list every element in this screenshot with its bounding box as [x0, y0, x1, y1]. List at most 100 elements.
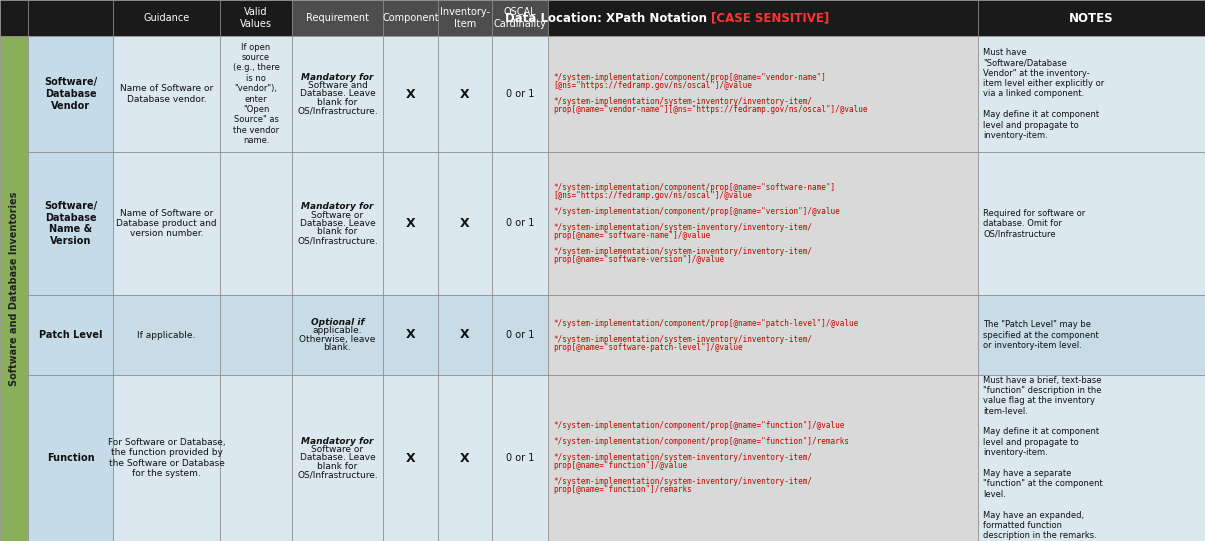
Text: Database. Leave: Database. Leave	[300, 89, 376, 98]
Bar	[978, 295, 1205, 375]
Text: OSCAL
Cardinality: OSCAL Cardinality	[494, 7, 546, 29]
Text: */system-implementation/system-inventory/inventory-item/: */system-implementation/system-inventory…	[553, 453, 812, 463]
Bar	[221, 375, 292, 541]
Text: Function: Function	[47, 453, 94, 463]
Text: */system-implementation/system-inventory/inventory-item/: */system-implementation/system-inventory…	[553, 478, 812, 486]
Bar	[437, 152, 492, 295]
Bar	[292, 295, 383, 375]
Bar	[492, 152, 548, 295]
Text: [@ns="https://fedramp.gov/ns/oscal"]/@value: [@ns="https://fedramp.gov/ns/oscal"]/@va…	[553, 82, 752, 90]
Bar	[292, 375, 383, 541]
Bar	[113, 295, 221, 375]
Bar	[28, 152, 113, 295]
Text: Requirement: Requirement	[306, 13, 369, 23]
Bar	[292, 152, 383, 295]
Text: */system-implementation/component/prop[@name="function"]/remarks: */system-implementation/component/prop[@…	[553, 438, 850, 446]
Bar	[221, 295, 292, 375]
Bar	[113, 0, 221, 36]
Text: Software and: Software and	[307, 81, 368, 90]
Bar	[113, 36, 221, 152]
Bar	[437, 375, 492, 541]
Text: Software and Database Inventories: Software and Database Inventories	[8, 192, 19, 386]
Bar	[978, 0, 1205, 36]
Text: */system-implementation/component/prop[@name="patch-level"]/@value: */system-implementation/component/prop[@…	[553, 319, 858, 327]
Text: */system-implementation/component/prop[@name="version"]/@value: */system-implementation/component/prop[@…	[553, 207, 840, 216]
Text: Optional if: Optional if	[311, 318, 364, 327]
Text: If applicable.: If applicable.	[137, 331, 195, 340]
Bar	[28, 375, 113, 541]
Text: applicable.: applicable.	[312, 326, 363, 335]
Text: */system-implementation/system-inventory/inventory-item/: */system-implementation/system-inventory…	[553, 334, 812, 344]
Text: [@ns="https://fedramp.gov/ns/oscal"]/@value: [@ns="https://fedramp.gov/ns/oscal"]/@va…	[553, 191, 752, 200]
Text: Inventory-
Item: Inventory- Item	[440, 7, 490, 29]
Bar	[548, 295, 978, 375]
Text: Required for software or
database. Omit for
OS/Infrastructure: Required for software or database. Omit …	[983, 209, 1086, 239]
Text: OS/Infrastructure.: OS/Infrastructure.	[298, 107, 378, 115]
Bar	[28, 36, 113, 152]
Bar	[548, 36, 978, 152]
Text: */system-implementation/system-inventory/inventory-item/: */system-implementation/system-inventory…	[553, 223, 812, 232]
Text: 0 or 1: 0 or 1	[506, 219, 534, 228]
Bar	[548, 152, 978, 295]
Text: [CASE SENSITIVE]: [CASE SENSITIVE]	[711, 11, 830, 24]
Text: Software/
Database
Vendor: Software/ Database Vendor	[43, 77, 98, 110]
Bar	[0, 0, 28, 36]
Text: X: X	[460, 328, 470, 341]
Text: The "Patch Level" may be
specified at the component
or inventory-item level.: The "Patch Level" may be specified at th…	[983, 320, 1099, 350]
Text: 0 or 1: 0 or 1	[506, 453, 534, 463]
Text: 0 or 1: 0 or 1	[506, 330, 534, 340]
Text: X: X	[406, 452, 416, 465]
Text: X: X	[406, 217, 416, 230]
Text: prop[@name="software-version"]/@value: prop[@name="software-version"]/@value	[553, 255, 724, 264]
Text: X: X	[460, 88, 470, 101]
Bar	[437, 295, 492, 375]
Bar	[0, 36, 28, 541]
Text: */system-implementation/system-inventory/inventory-item/: */system-implementation/system-inventory…	[553, 247, 812, 256]
Text: Valid
Values: Valid Values	[240, 7, 272, 29]
Bar	[221, 152, 292, 295]
Text: Mandatory for: Mandatory for	[301, 437, 374, 445]
Bar	[548, 375, 978, 541]
Bar	[978, 152, 1205, 295]
Bar	[113, 375, 221, 541]
Text: Mandatory for: Mandatory for	[301, 202, 374, 211]
Text: */system-implementation/component/prop[@name="vendor-name"]: */system-implementation/component/prop[@…	[553, 74, 825, 82]
Text: Name of Software or
Database product and
version number.: Name of Software or Database product and…	[116, 209, 217, 239]
Text: blank.: blank.	[324, 343, 352, 352]
Bar	[383, 295, 437, 375]
Text: Data Location: XPath Notation: Data Location: XPath Notation	[505, 11, 711, 24]
Bar	[383, 375, 437, 541]
Text: X: X	[406, 328, 416, 341]
Text: */system-implementation/system-inventory/inventory-item/: */system-implementation/system-inventory…	[553, 97, 812, 107]
Text: Otherwise, leave: Otherwise, leave	[299, 335, 376, 344]
Text: X: X	[460, 452, 470, 465]
Text: Database. Leave: Database. Leave	[300, 219, 376, 228]
Bar	[221, 36, 292, 152]
Bar	[28, 0, 113, 36]
Text: Software/
Database
Name &
Version: Software/ Database Name & Version	[43, 201, 98, 246]
Bar	[28, 295, 113, 375]
Bar	[221, 0, 292, 36]
Text: prop[@name="vendor-name"][@ns="https://fedramp.gov/ns/oscal"]/@value: prop[@name="vendor-name"][@ns="https://f…	[553, 105, 868, 115]
Text: */system-implementation/component/prop[@name="function"]/@value: */system-implementation/component/prop[@…	[553, 421, 845, 431]
Bar	[437, 36, 492, 152]
Text: blank for: blank for	[317, 98, 358, 107]
Text: Must have
"Software/Database
Vendor" at the inventory-
item level either explici: Must have "Software/Database Vendor" at …	[983, 48, 1104, 140]
Bar	[978, 36, 1205, 152]
Text: blank for: blank for	[317, 228, 358, 236]
Text: Database. Leave: Database. Leave	[300, 453, 376, 463]
Bar	[492, 375, 548, 541]
Bar	[492, 36, 548, 152]
Bar	[383, 0, 437, 36]
Bar	[978, 375, 1205, 541]
Text: prop[@name="software-name"]/@value: prop[@name="software-name"]/@value	[553, 231, 710, 240]
Text: Component: Component	[382, 13, 439, 23]
Bar	[548, 0, 978, 36]
Text: Name of Software or
Database vendor.: Name of Software or Database vendor.	[119, 84, 213, 104]
Bar	[292, 0, 383, 36]
Bar	[383, 152, 437, 295]
Bar	[383, 36, 437, 152]
Text: Must have a brief, text-base
"function" description in the
value flag at the inv: Must have a brief, text-base "function" …	[983, 375, 1103, 540]
Text: prop[@name="software-patch-level"]/@value: prop[@name="software-patch-level"]/@valu…	[553, 342, 742, 352]
Bar	[492, 0, 548, 36]
